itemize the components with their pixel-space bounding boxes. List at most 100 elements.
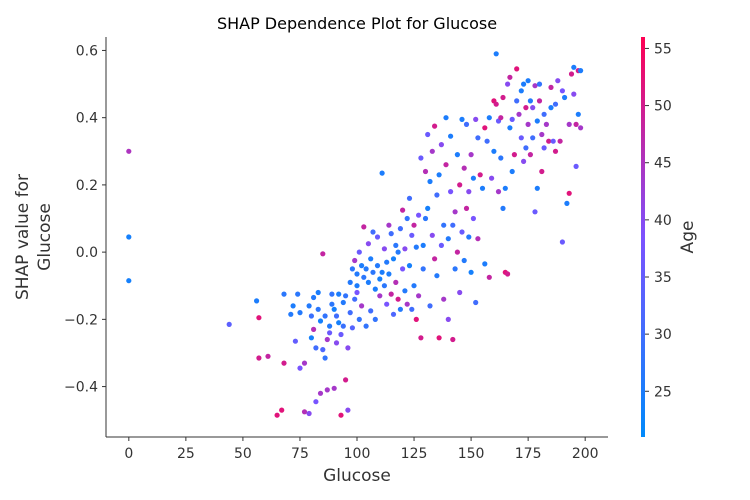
data-point xyxy=(313,345,319,351)
data-point xyxy=(226,321,232,327)
data-point xyxy=(329,301,335,307)
data-point xyxy=(406,263,413,269)
y-axis-label-line1: SHAP value for xyxy=(13,174,33,300)
data-point xyxy=(343,293,349,299)
data-point xyxy=(466,234,472,240)
data-point xyxy=(372,316,378,322)
data-point xyxy=(297,365,303,371)
data-point xyxy=(505,81,511,87)
data-point xyxy=(443,115,449,121)
data-point xyxy=(420,266,426,272)
data-point xyxy=(543,121,550,127)
data-point xyxy=(461,257,467,264)
colorbar-tick-label: 25 xyxy=(654,384,672,400)
data-point xyxy=(384,259,390,265)
data-point xyxy=(359,263,365,269)
data-point xyxy=(536,98,543,104)
data-point xyxy=(311,294,317,301)
data-point xyxy=(411,283,417,289)
data-point xyxy=(354,289,360,296)
data-point xyxy=(443,162,449,168)
data-point xyxy=(363,323,369,329)
data-point xyxy=(331,306,337,312)
x-axis-label: Glucose xyxy=(323,466,391,486)
data-point xyxy=(308,335,314,341)
data-point xyxy=(370,229,376,235)
data-point xyxy=(498,115,504,121)
data-point xyxy=(345,407,351,413)
data-point xyxy=(422,215,429,222)
data-point xyxy=(541,145,547,151)
data-point xyxy=(525,121,531,127)
data-point xyxy=(322,355,328,361)
data-point xyxy=(568,71,575,77)
data-point xyxy=(395,249,401,255)
x-tick-label: 25 xyxy=(177,446,195,462)
data-point xyxy=(432,123,438,129)
data-point xyxy=(338,412,344,418)
data-point xyxy=(404,301,410,307)
data-point xyxy=(317,390,324,396)
data-point xyxy=(548,105,554,111)
data-point xyxy=(126,278,132,284)
data-point xyxy=(434,273,440,279)
x-tick-label: 0 xyxy=(124,446,133,462)
data-point xyxy=(126,148,132,154)
data-point xyxy=(356,249,362,255)
data-point xyxy=(331,385,337,391)
data-point xyxy=(354,283,360,289)
data-point xyxy=(397,306,403,312)
data-point xyxy=(301,360,308,366)
y-tick-label: −0.4 xyxy=(64,380,98,396)
data-point xyxy=(313,399,319,405)
data-point xyxy=(420,242,426,248)
data-point xyxy=(473,299,479,306)
data-point xyxy=(454,249,460,255)
data-point xyxy=(333,313,340,319)
data-point xyxy=(256,355,262,361)
data-point xyxy=(409,232,415,238)
data-point xyxy=(306,303,312,309)
data-point xyxy=(459,229,465,235)
data-point xyxy=(482,125,488,131)
colorbar-tick-label: 30 xyxy=(654,327,672,343)
data-point xyxy=(381,283,387,289)
data-point xyxy=(571,64,577,70)
data-point xyxy=(500,94,506,101)
data-point xyxy=(311,326,317,332)
data-point xyxy=(409,306,415,312)
y-axis-label-line2: Glucose xyxy=(35,203,55,271)
data-point xyxy=(521,81,527,87)
data-point xyxy=(363,266,369,272)
data-point xyxy=(502,185,508,191)
data-point xyxy=(374,234,381,240)
data-point xyxy=(507,74,513,80)
data-point xyxy=(438,242,444,248)
data-point xyxy=(527,98,534,104)
data-point xyxy=(329,291,335,297)
data-point xyxy=(126,234,132,240)
data-point xyxy=(265,353,271,359)
data-point xyxy=(345,345,351,351)
data-point xyxy=(491,148,497,154)
data-point xyxy=(288,311,294,317)
data-point xyxy=(402,288,408,294)
data-point xyxy=(338,331,344,338)
data-point xyxy=(473,116,479,122)
data-point xyxy=(559,88,566,94)
data-point xyxy=(377,293,383,299)
data-point xyxy=(386,222,392,228)
data-point xyxy=(552,101,559,107)
data-point xyxy=(359,303,365,309)
data-point xyxy=(320,347,326,353)
data-point xyxy=(340,323,346,329)
data-point xyxy=(361,274,367,280)
data-point xyxy=(527,152,534,158)
data-point xyxy=(438,142,444,148)
data-point xyxy=(475,135,481,141)
data-point xyxy=(495,189,502,195)
data-point xyxy=(521,158,527,164)
data-point xyxy=(509,168,515,175)
data-point xyxy=(573,121,579,127)
